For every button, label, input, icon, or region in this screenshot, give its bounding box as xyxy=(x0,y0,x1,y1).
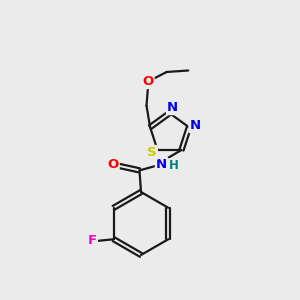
Text: N: N xyxy=(156,158,167,171)
Text: O: O xyxy=(142,75,154,88)
Text: N: N xyxy=(167,101,178,114)
Text: F: F xyxy=(88,234,97,247)
Text: O: O xyxy=(107,158,119,171)
Text: N: N xyxy=(189,119,200,132)
Text: H: H xyxy=(169,159,178,172)
Text: S: S xyxy=(147,146,157,159)
